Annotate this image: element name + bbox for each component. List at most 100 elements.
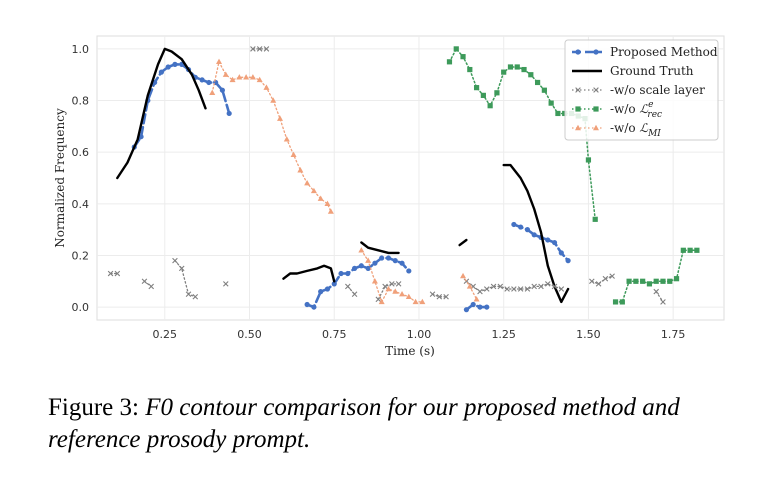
data-point: [371, 278, 378, 284]
data-point: [609, 273, 615, 279]
data-point: [345, 270, 351, 277]
legend-marker: [575, 124, 581, 131]
y-tick-label: 0.6: [72, 146, 90, 159]
legend-label-sub: rec: [647, 110, 662, 120]
data-point: [551, 239, 558, 246]
data-point: [379, 255, 385, 261]
data-point: [229, 76, 236, 83]
data-point: [399, 260, 405, 266]
caption-text: F0 contour comparison for our proposed m…: [48, 394, 680, 453]
data-point: [602, 275, 609, 282]
data-point: [358, 263, 364, 269]
grid-lines: [97, 36, 724, 320]
data-point: [141, 278, 148, 285]
data-point: [528, 72, 534, 78]
data-point: [311, 304, 317, 310]
data-point: [531, 283, 537, 290]
data-point: [545, 237, 551, 243]
data-point: [484, 304, 490, 310]
data-point: [687, 247, 693, 253]
data-point: [219, 87, 225, 93]
data-point: [263, 46, 270, 52]
data-point: [317, 195, 324, 201]
data-point: [595, 281, 602, 287]
legend-label: -w/o ℒMI: [610, 121, 661, 139]
data-point: [534, 79, 541, 86]
data-point: [541, 87, 547, 93]
data-point: [365, 265, 371, 271]
data-point: [517, 286, 524, 292]
data-point: [694, 247, 700, 253]
data-point: [585, 157, 592, 163]
y-tick-label: 0.2: [72, 249, 90, 262]
data-point: [524, 286, 531, 292]
data-point: [199, 77, 205, 83]
data-point: [460, 54, 466, 60]
data-point: [318, 289, 324, 295]
data-point: [385, 285, 392, 292]
data-point: [551, 283, 558, 290]
data-point: [477, 304, 483, 310]
data-point: [518, 224, 524, 230]
x-tick-labels: 0.25 0.50 0.75 1.00 1.25 1.50 1.75: [153, 328, 686, 341]
data-point: [324, 200, 331, 207]
data-point: [473, 85, 480, 91]
data-point: [470, 301, 476, 308]
data-point: [514, 64, 520, 70]
data-point: [501, 69, 507, 75]
data-point: [304, 301, 310, 308]
data-point: [480, 92, 486, 98]
data-point: [633, 278, 639, 284]
data-point: [490, 283, 497, 290]
x-tick-label: 0.25: [153, 328, 178, 341]
data-point: [351, 291, 358, 297]
legend-label-sup: e: [648, 100, 653, 110]
data-point: [172, 257, 178, 264]
legend-label: Ground Truth: [610, 64, 694, 78]
legend-marker: [593, 49, 599, 55]
data-point: [327, 208, 334, 214]
legend-label: Proposed Method: [610, 45, 718, 59]
y-tick-labels: 0.0 0.2 0.4 0.6 0.8 1.0: [72, 43, 90, 314]
data-point: [148, 283, 155, 290]
series-line: [305, 256, 411, 309]
x-tick-label: 1.25: [491, 328, 516, 341]
data-point: [222, 71, 229, 77]
series-line: [431, 293, 447, 298]
series-line: [502, 163, 570, 304]
data-point: [331, 281, 337, 287]
data-point: [507, 64, 514, 70]
x-tick-label: 1.00: [407, 328, 432, 341]
data-point: [399, 290, 406, 297]
data-point: [497, 283, 504, 290]
data-point: [223, 281, 229, 287]
data-point: [385, 255, 392, 261]
data-point: [172, 61, 178, 67]
data-point: [487, 103, 493, 109]
legend-marker: [575, 106, 581, 112]
data-point: [446, 59, 453, 65]
x-axis-label: Time (s): [385, 344, 435, 358]
data-point: [345, 283, 351, 290]
data-point: [290, 151, 297, 157]
data-point: [494, 90, 500, 96]
legend-marker: [593, 124, 599, 131]
data-point: [358, 247, 365, 253]
data-point: [185, 291, 192, 297]
data-point: [392, 258, 398, 264]
legend-marker: [575, 87, 581, 93]
data-point: [365, 257, 372, 263]
legend-marker: [593, 106, 599, 112]
series-line: [116, 47, 207, 180]
series-line: [360, 241, 400, 255]
data-point: [466, 283, 473, 289]
data-point: [592, 216, 598, 222]
data-point: [165, 64, 171, 70]
data-point: [483, 286, 490, 292]
data-point: [158, 69, 164, 75]
data-point: [249, 74, 256, 80]
legend-box: [564, 39, 719, 141]
legend-label: -w/o scale layer: [610, 83, 705, 97]
series-0: [131, 61, 571, 313]
data-point: [443, 293, 449, 300]
